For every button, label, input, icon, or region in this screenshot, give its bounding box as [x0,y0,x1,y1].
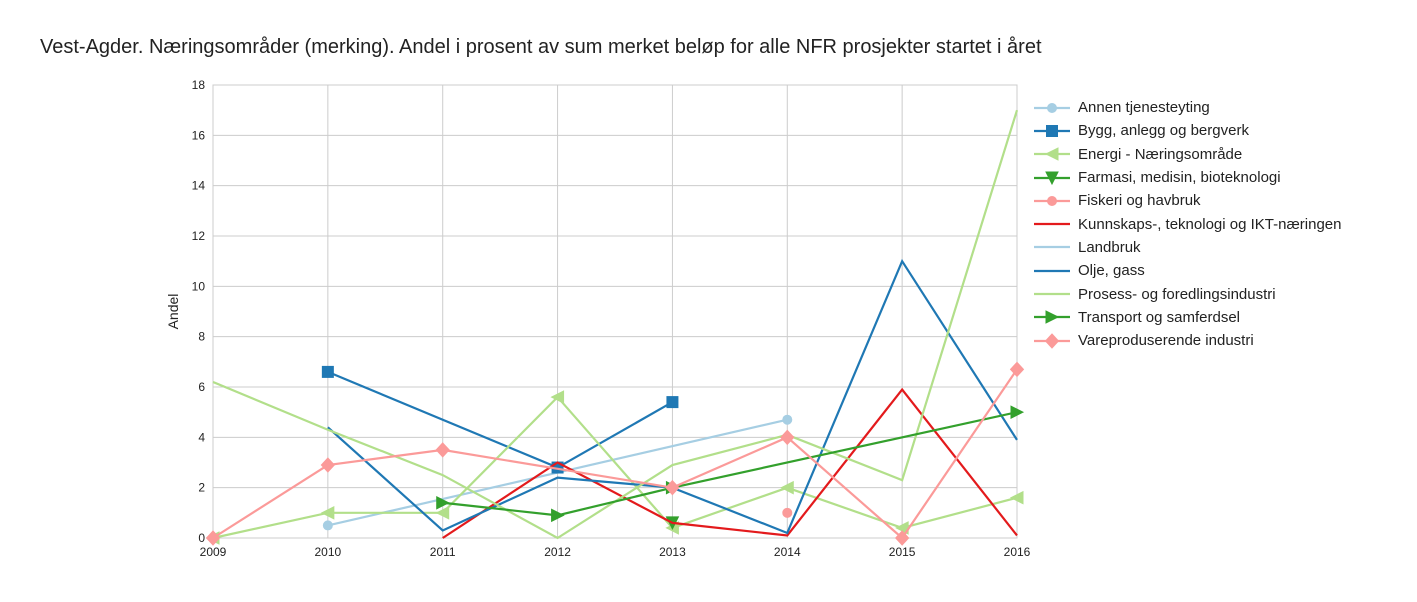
series-line [212,109,1019,540]
x-tick-label: 2014 [774,545,801,559]
data-point [205,530,221,546]
legend-item: Kunnskaps-, teknologi og IKT-næringen [1030,212,1342,235]
legend-label: Fiskeri og havbruk [1078,192,1201,210]
data-point [782,507,793,518]
legend-label: Transport og samferdsel [1078,308,1241,326]
data-point [320,506,335,520]
legend-marker [1045,171,1059,185]
legend-label: Vareproduserende industri [1078,332,1254,350]
data-point [321,365,334,378]
legend-label: Bygg, anlegg og bergverk [1078,122,1249,140]
series-6 [442,387,1018,539]
data-point [780,480,794,495]
tick-layer: 2009 2010 2011 2012 2013 2014 2015 2016 0 2 4 6 8 10 1… [192,78,1031,559]
data-point [1010,405,1025,419]
x-tick-label: 2012 [544,545,571,559]
legend-label: Farmasi, medisin, bioteknologi [1078,169,1281,187]
legend-marker [1044,147,1059,162]
legend-marker [1047,195,1057,206]
legend-swatch [1034,292,1070,296]
data-point [435,506,450,520]
data-point [665,479,680,496]
x-tick-label: 2015 [889,545,916,559]
y-tick-label: 4 [198,430,205,444]
legend-marker [1044,332,1060,349]
legend-label: Annen tjenesteyting [1078,99,1210,117]
legend-item: Vareproduserende industri [1030,329,1342,352]
plot-frame [212,84,1018,539]
legend-swatch [1034,195,1070,206]
legend-marker [1047,102,1057,113]
legend-swatch [1034,171,1070,185]
legend-swatch [1034,124,1070,137]
series-line [442,387,1018,539]
legend-item: Farmasi, medisin, bioteknologi [1030,166,1342,189]
data-point [780,429,795,446]
legend-swatch [1034,147,1070,162]
legend-item: Annen tjenesteyting [1030,96,1342,119]
legend-label: Energi - Næringsområde [1078,145,1243,163]
x-tick-label: 2011 [430,545,456,559]
y-tick-label: 16 [192,128,206,142]
y-axis-label: Andel [165,294,181,330]
series-line [442,411,1018,517]
legend-swatch [1034,332,1070,349]
legend-item: Transport og samferdsel [1030,306,1342,329]
x-tick-label: 2016 [1004,545,1031,559]
y-tick-label: 2 [198,481,205,495]
series-2 [321,365,679,474]
legend-item: Prosess- og foredlingsindustri [1030,282,1342,305]
data-point [1009,361,1025,378]
y-tick-label: 14 [192,179,206,193]
legend: Annen tjenesteyting Bygg, anlegg og bergv… [1030,96,1342,352]
chart-title: Vest-Agder. Næringsområder (merking). An… [40,36,1042,58]
data-point [666,396,679,409]
series-11 [205,361,1025,546]
series-9 [212,109,1019,540]
series-layer [205,109,1025,546]
legend-label: Landbruk [1078,238,1141,256]
data-point [550,390,565,404]
data-point [322,520,333,531]
grid [212,84,1018,539]
legend-item: Bygg, anlegg og bergverk [1030,119,1342,142]
legend-marker [1046,124,1058,137]
y-tick-label: 6 [198,380,205,394]
legend-item: Olje, gass [1030,259,1342,282]
x-tick-label: 2013 [659,545,686,559]
data-point [551,508,565,523]
legend-label: Prosess- og foredlingsindustri [1078,285,1276,303]
y-tick-label: 0 [198,531,205,545]
y-tick-label: 18 [192,78,206,92]
legend-swatch [1034,246,1070,249]
legend-swatch [1034,102,1070,113]
x-tick-label: 2009 [200,545,227,559]
legend-item: Landbruk [1030,236,1342,259]
legend-swatch [1034,310,1070,325]
legend-item: Fiskeri og havbruk [1030,189,1342,212]
data-point [1009,490,1024,505]
legend-label: Kunnskaps-, teknologi og IKT-næringen [1078,215,1342,233]
y-tick-label: 8 [198,330,205,344]
legend-swatch [1034,223,1070,226]
legend-marker [1045,310,1060,325]
data-point [782,414,793,425]
data-point [320,457,336,473]
series-line [327,370,673,469]
legend-label: Olje, gass [1078,262,1145,280]
y-tick-label: 10 [192,279,206,293]
x-tick-label: 2010 [315,545,342,559]
data-point [894,530,910,546]
legend-swatch [1034,269,1070,272]
y-tick-label: 12 [192,229,206,243]
data-point [435,442,450,458]
legend-item: Energi - Næringsområde [1030,143,1342,166]
data-point [436,495,450,510]
series-5 [782,507,793,518]
